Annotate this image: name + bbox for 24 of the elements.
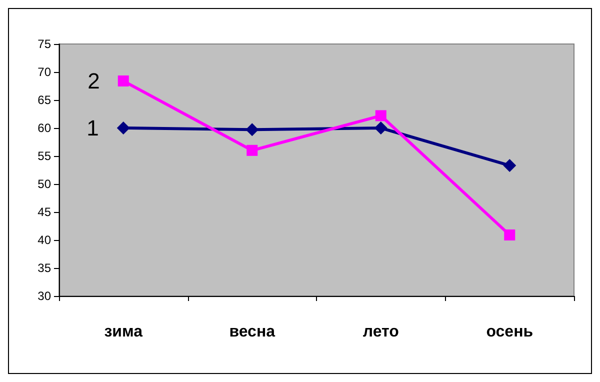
point: [375, 110, 386, 122]
x-tick-label: весна: [229, 324, 276, 340]
y-tick-label: 40: [38, 233, 52, 247]
point: [116, 122, 130, 134]
x-tick-label: лето: [362, 324, 400, 340]
x-tick-label: осень: [486, 324, 534, 340]
point: [503, 159, 516, 172]
x-tick-label: зима: [104, 324, 143, 340]
y-tick-label: 30: [38, 289, 52, 303]
y-tick-label: 50: [38, 177, 52, 191]
series-label: 1: [86, 116, 99, 140]
y-tick-label: 75: [38, 37, 52, 51]
series-label: 2: [88, 68, 100, 94]
y-tick-label: 45: [38, 205, 52, 219]
point: [118, 75, 129, 86]
y-tick-label: 35: [38, 261, 52, 275]
y-tick-label: 70: [38, 65, 52, 79]
point: [504, 229, 516, 240]
point: [246, 144, 258, 156]
y-tick-label: 65: [38, 93, 52, 107]
point: [246, 123, 259, 136]
y-tick-label: 60: [38, 121, 52, 135]
y-tick-label: 55: [38, 149, 52, 163]
point: [374, 122, 388, 134]
